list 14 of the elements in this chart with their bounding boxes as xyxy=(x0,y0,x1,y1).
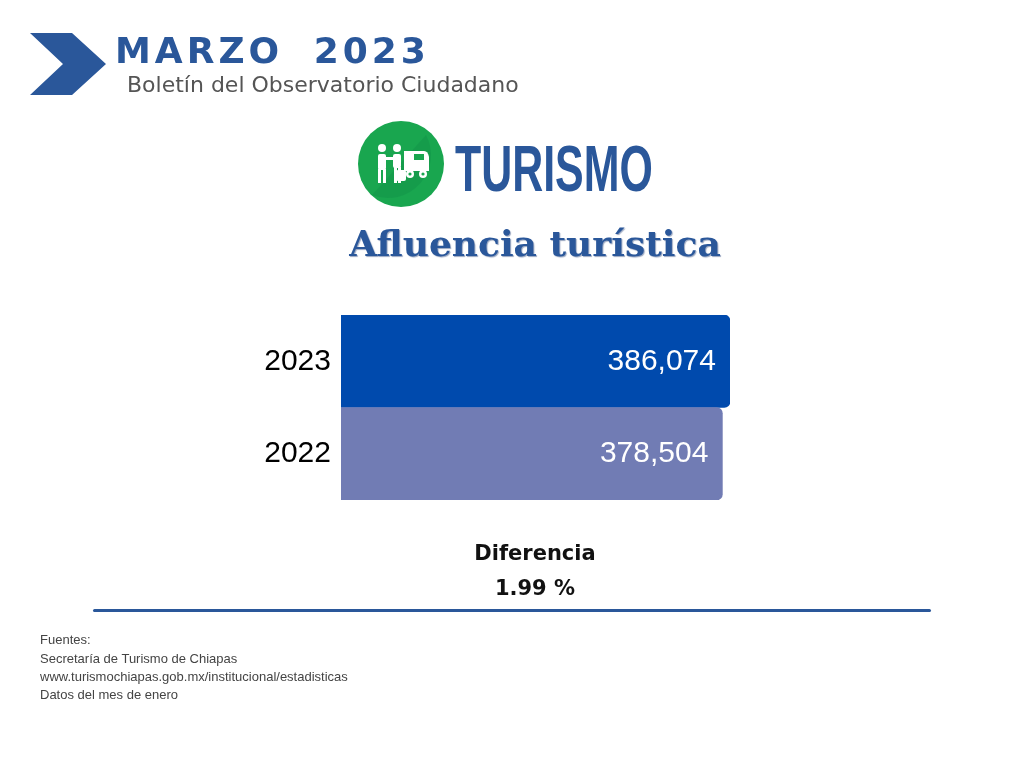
y-tick-label: 2023 xyxy=(264,342,331,376)
chart-title: Afluencia turística xyxy=(348,222,722,264)
data-label: 386,074 xyxy=(607,342,716,376)
text: Datos del mes de enero xyxy=(40,687,179,702)
source-note: Fuentes: xyxy=(40,632,91,647)
text: 1.99 % xyxy=(493,576,577,600)
data-label: 378,504 xyxy=(599,435,709,469)
text: TURISMO xyxy=(455,132,653,205)
text: Secretaría de Turismo de Chiapas xyxy=(40,651,238,666)
text: MARZO 2023 xyxy=(115,30,430,71)
text: www.turismochiapas.gob.mx/institucional/estadisticas xyxy=(40,669,348,684)
text: Diferencia xyxy=(473,541,597,565)
y-tick-label: 2022 xyxy=(264,435,331,469)
text: Boletín del Observatorio Ciudadano xyxy=(127,72,519,97)
